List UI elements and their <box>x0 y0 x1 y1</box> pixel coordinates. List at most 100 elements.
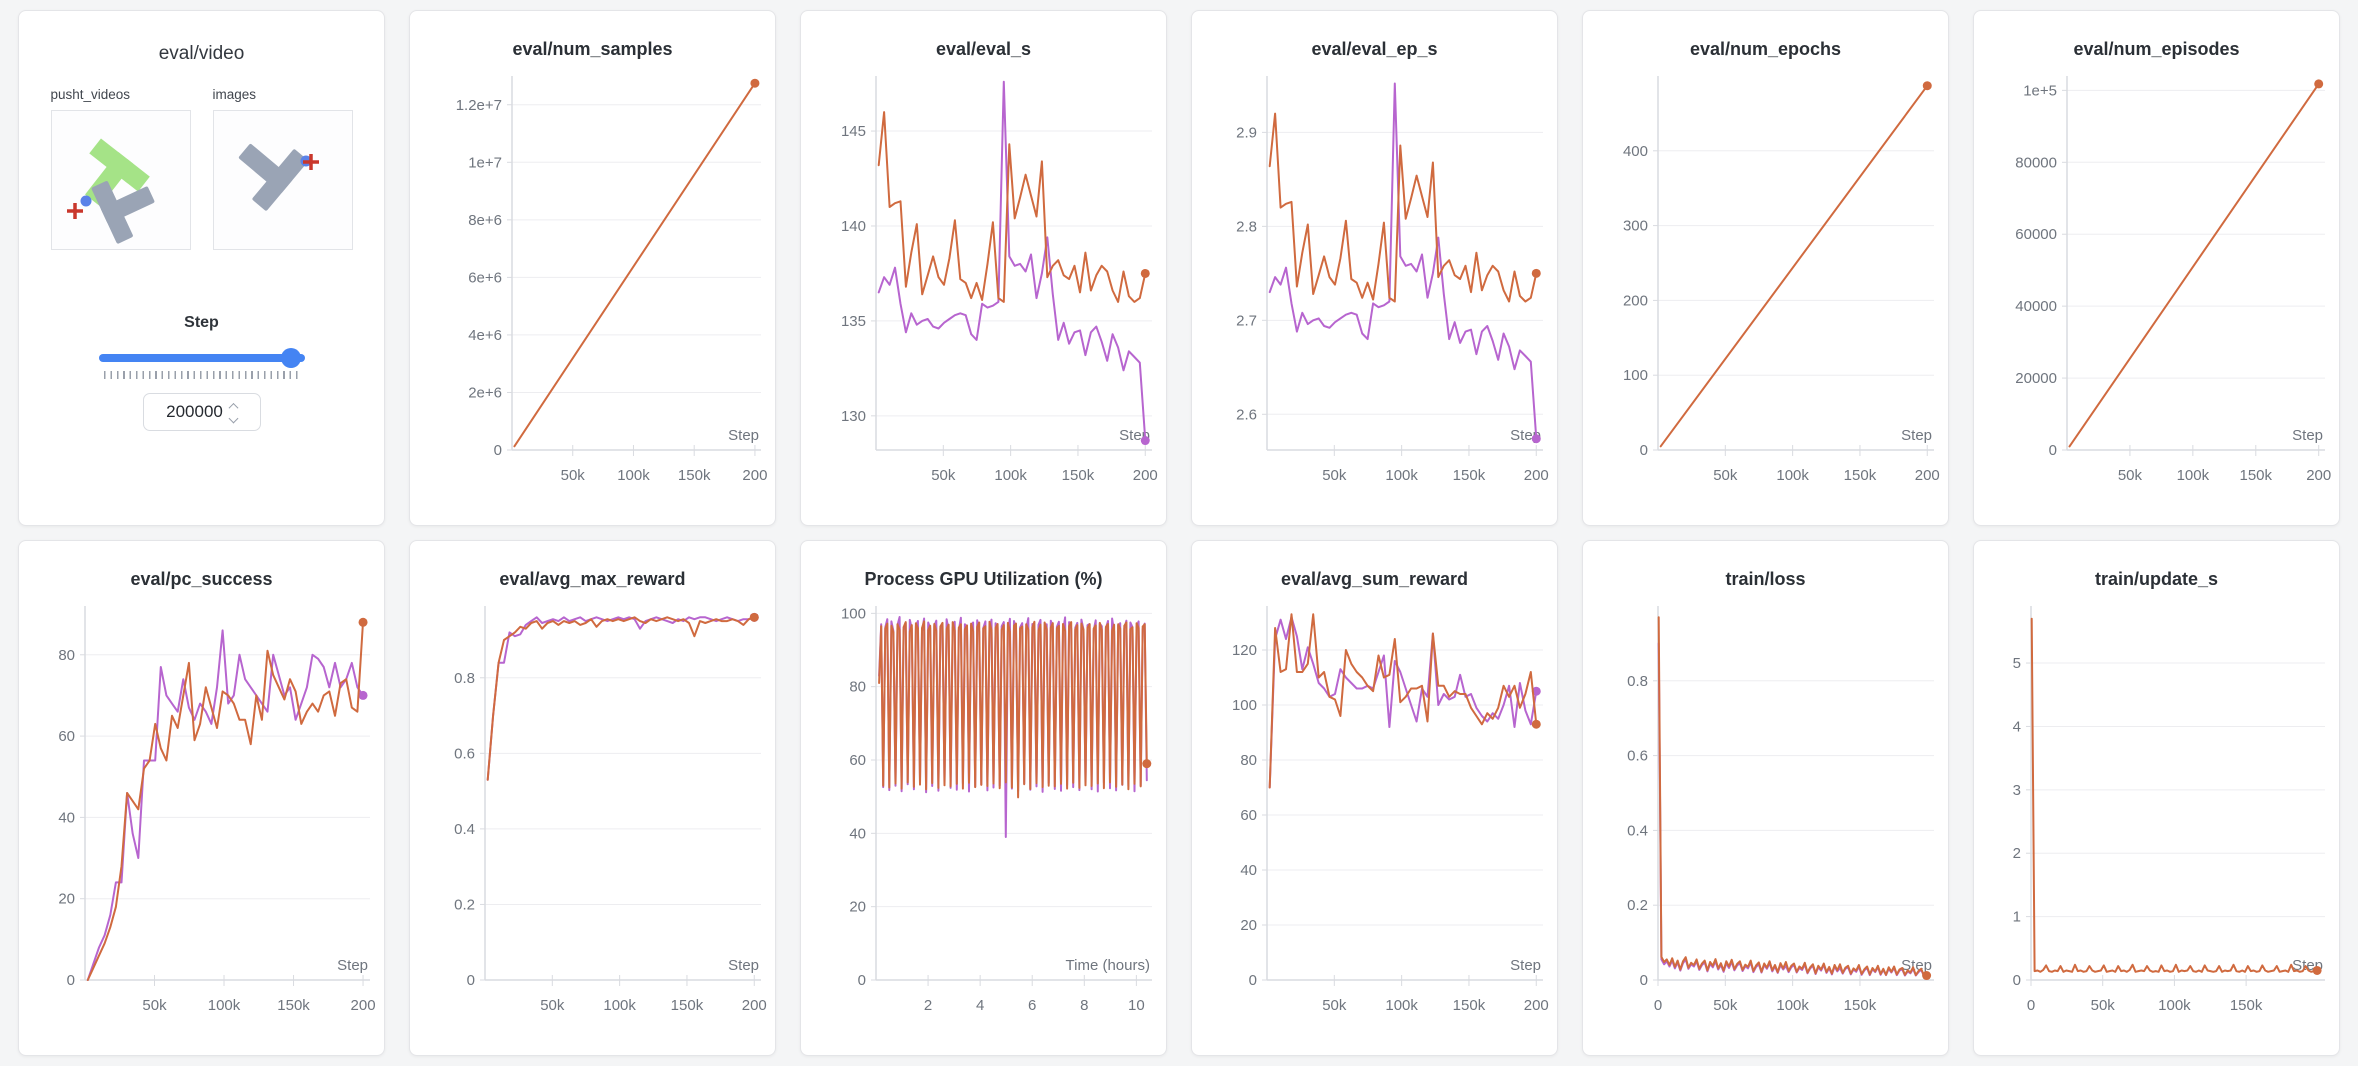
svg-text:Step: Step <box>728 427 759 444</box>
svg-text:140: 140 <box>841 218 866 235</box>
chart-eval-num-episodes[interactable]: 0 20000 40000 60000 80000 1e+5 50k 100k 150k 200 S… <box>1974 68 2339 504</box>
svg-text:130: 130 <box>841 408 866 425</box>
panel-train-loss: train/loss 0 0.2 0.4 0.6 0.8 0 50k 100k 150k Step <box>1582 540 1949 1056</box>
svg-text:150k: 150k <box>2240 467 2273 484</box>
svg-text:20: 20 <box>1240 917 1257 934</box>
step-slider-ruler <box>103 371 300 379</box>
chart-eval-pc-success[interactable]: 0 20 40 60 80 50k 100k 150k 200 Step <box>19 598 384 1034</box>
svg-text:40000: 40000 <box>2015 298 2057 315</box>
svg-text:0: 0 <box>494 442 502 459</box>
svg-text:4: 4 <box>976 997 984 1014</box>
svg-text:80: 80 <box>849 679 866 696</box>
svg-text:2.9: 2.9 <box>1236 124 1257 141</box>
svg-text:20000: 20000 <box>2015 370 2057 387</box>
chart-eval-num-epochs[interactable]: 0 100 200 300 400 50k 100k 150k 200 Step <box>1583 68 1948 504</box>
panel-eval-avg-max-reward: eval/avg_max_reward 0 0.2 0.4 0.6 0.8 50k 100k… <box>409 540 776 1056</box>
chart-eval-avg-sum-reward[interactable]: 0 20 40 60 80 100 120 50k 100k 150k 200 Step <box>1192 598 1557 1034</box>
pusht-video-thumbnail[interactable] <box>50 110 191 250</box>
step-decrement-icon[interactable] <box>228 413 239 423</box>
step-slider-thumb[interactable] <box>280 348 301 368</box>
svg-text:80: 80 <box>58 647 75 664</box>
step-increment-icon[interactable] <box>228 402 239 413</box>
svg-text:100: 100 <box>841 605 866 622</box>
svg-text:Step: Step <box>728 957 759 974</box>
svg-text:100k: 100k <box>1385 997 1418 1014</box>
svg-text:0: 0 <box>67 972 75 989</box>
svg-text:8e+6: 8e+6 <box>468 212 502 229</box>
svg-text:6e+6: 6e+6 <box>468 269 502 286</box>
panel-eval-pc-success: eval/pc_success 0 20 40 60 80 50k 100k 150k 200 S… <box>18 540 385 1056</box>
media-caption: pusht_videos <box>50 87 131 102</box>
svg-text:100k: 100k <box>2177 467 2210 484</box>
chart-title: eval/num_samples <box>512 39 673 59</box>
svg-text:400: 400 <box>1623 143 1648 160</box>
chart-title: train/loss <box>1725 569 1806 589</box>
svg-text:0: 0 <box>1249 972 1257 989</box>
step-slider-track[interactable] <box>98 348 305 368</box>
svg-text:4: 4 <box>2013 718 2021 735</box>
chart-title: eval/num_episodes <box>2073 39 2240 59</box>
svg-text:150k: 150k <box>1844 997 1877 1014</box>
svg-text:10: 10 <box>1128 997 1145 1014</box>
images-thumbnail[interactable] <box>212 110 353 250</box>
svg-text:150k: 150k <box>277 997 310 1014</box>
svg-text:0: 0 <box>1640 442 1648 459</box>
svg-text:0.6: 0.6 <box>454 745 475 762</box>
svg-text:60000: 60000 <box>2015 226 2057 243</box>
svg-text:135: 135 <box>841 313 866 330</box>
svg-text:0.4: 0.4 <box>454 821 475 838</box>
chart-eval-num-samples[interactable]: 0 2e+6 4e+6 6e+6 8e+6 1e+7 1.2e+7 50k 100k 150k 20… <box>410 68 775 504</box>
svg-text:1e+7: 1e+7 <box>468 154 502 171</box>
svg-text:0: 0 <box>2049 442 2057 459</box>
svg-text:2e+6: 2e+6 <box>468 384 502 401</box>
panel-eval-avg-sum-reward: eval/avg_sum_reward 0 20 40 60 80 100 120 50k 10… <box>1191 540 1558 1056</box>
svg-text:Step: Step <box>1901 957 1932 974</box>
gray-tee-shape <box>238 143 308 211</box>
svg-text:300: 300 <box>1623 218 1648 235</box>
svg-text:200: 200 <box>1915 467 1940 484</box>
chart-title: eval/eval_s <box>935 39 1032 59</box>
chart-title: train/update_s <box>2094 569 2219 589</box>
svg-text:2.6: 2.6 <box>1236 406 1257 423</box>
svg-text:0: 0 <box>2013 972 2021 989</box>
svg-text:200: 200 <box>742 997 767 1014</box>
svg-text:120: 120 <box>1232 642 1257 659</box>
svg-text:100k: 100k <box>1776 467 1809 484</box>
chart-title: eval/pc_success <box>130 569 273 589</box>
step-slider[interactable] <box>98 348 305 368</box>
svg-text:50k: 50k <box>1713 997 1738 1014</box>
svg-text:50k: 50k <box>2118 467 2143 484</box>
svg-text:50k: 50k <box>931 467 956 484</box>
chart-eval-avg-max-reward[interactable]: 0 0.2 0.4 0.6 0.8 50k 100k 150k 200 Step <box>410 598 775 1034</box>
panel-train-update-s: train/update_s 0 1 2 3 4 5 0 50k 100k 150k Step <box>1973 540 2340 1056</box>
panel-eval-eval-s: eval/eval_s 130 135 140 145 50k 100k 150k 200 St… <box>800 10 1167 526</box>
chart-train-loss[interactable]: 0 0.2 0.4 0.6 0.8 0 50k 100k 150k Step <box>1583 598 1948 1034</box>
goal-cross-icon <box>302 154 319 170</box>
svg-text:50k: 50k <box>2091 997 2116 1014</box>
svg-text:0.8: 0.8 <box>454 670 475 687</box>
chart-title: Process GPU Utilization (%) <box>864 569 1103 589</box>
goal-cross-icon <box>66 203 83 219</box>
svg-text:1: 1 <box>2013 909 2021 926</box>
media-cell-pusht-videos: pusht_videos <box>50 87 191 250</box>
svg-text:100k: 100k <box>2158 997 2191 1014</box>
svg-text:2: 2 <box>2013 845 2021 862</box>
step-section: Step 200000 <box>19 314 384 431</box>
svg-text:Step: Step <box>2292 427 2323 444</box>
svg-text:40: 40 <box>849 825 866 842</box>
svg-text:50k: 50k <box>561 467 586 484</box>
svg-text:100: 100 <box>1623 367 1648 384</box>
svg-text:6: 6 <box>1028 997 1036 1014</box>
svg-text:2.7: 2.7 <box>1236 312 1257 329</box>
svg-text:50k: 50k <box>540 997 565 1014</box>
svg-text:150k: 150k <box>671 997 704 1014</box>
svg-text:150k: 150k <box>1453 997 1486 1014</box>
svg-text:145: 145 <box>841 123 866 140</box>
chart-gpu-utilization[interactable]: 0 20 40 60 80 100 2 4 6 8 10 Time (hours) <box>801 598 1166 1034</box>
panel-eval-num-samples: eval/num_samples 0 2e+6 4e+6 6e+6 8e+6 1e+7 1.… <box>409 10 776 526</box>
step-input[interactable]: 200000 <box>142 393 261 431</box>
